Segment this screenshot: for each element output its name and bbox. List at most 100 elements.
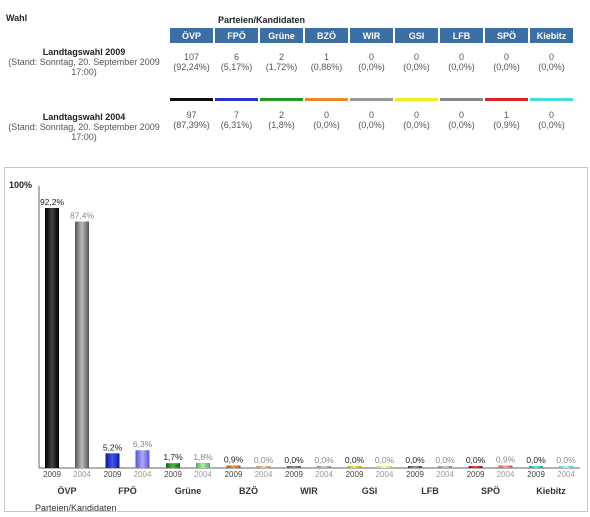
party-header-cell: BZÖ [305, 28, 348, 43]
election-label-2004: Landtagswahl 2004 (Stand: Sonntag, 20. S… [4, 112, 164, 142]
bar-year-label: 2009 [285, 470, 303, 479]
bar-2004 [135, 450, 150, 468]
vote-cell: 6 (5,17%) [215, 52, 258, 72]
vote-percent: (0,0%) [448, 120, 475, 130]
category-label: ÖVP [57, 486, 76, 496]
bar-2009 [166, 463, 180, 468]
category-label: BZÖ [239, 486, 258, 496]
bar-value-label: 6,3% [133, 439, 153, 449]
bar-2009 [347, 466, 362, 468]
bar-2004 [196, 462, 210, 468]
bar-2004 [75, 221, 89, 468]
vote-count: 0 [548, 52, 554, 62]
party-header-row: ÖVP FPÖ Grüne BZÖ WIR GSI LFB SPÖ Kiebitz [170, 28, 573, 43]
bar-year-label: 2004 [255, 470, 273, 479]
vote-count: 1 [503, 110, 509, 120]
y-top-label: 100% [9, 180, 32, 190]
vote-cell: 1 (0,9%) [485, 110, 528, 130]
party-header-cell: Grüne [260, 28, 303, 43]
bar-value-label: 0,9% [496, 454, 516, 464]
vote-count: 0 [413, 52, 419, 62]
vote-cell: 0 (0,0%) [305, 110, 348, 130]
bar-2004 [559, 466, 573, 468]
vote-count: 97 [186, 110, 197, 120]
bar-year-label: 2009 [346, 470, 364, 479]
party-color-swatch [170, 98, 213, 101]
party-color-swatch [440, 98, 483, 101]
vote-percent: (92,24%) [173, 62, 210, 72]
bar-year-label: 2004 [436, 470, 454, 479]
election-name: Landtagswahl 2009 [42, 47, 126, 57]
party-color-swatch [305, 98, 348, 101]
vote-percent: (0,0%) [313, 120, 340, 130]
vote-count: 1 [323, 52, 329, 62]
category-label: SPÖ [481, 486, 500, 496]
vote-count: 0 [548, 110, 554, 120]
parteien-header: Parteien/Kandidaten [218, 15, 306, 25]
party-header-cell: WIR [350, 28, 393, 43]
bar-year-label: 2009 [467, 470, 485, 479]
bar-value-label: 1,7% [163, 452, 183, 462]
bar-2004 [377, 466, 392, 468]
party-color-swatch [350, 98, 393, 101]
party-color-swatch [485, 98, 528, 101]
bar-2009 [287, 466, 301, 468]
category-label: Grüne [175, 486, 202, 496]
bar-value-label: 87,4% [70, 211, 95, 221]
vote-cell: 0 (0,0%) [350, 110, 393, 130]
bar-value-label: 0,0% [345, 455, 365, 465]
category-label: WIR [300, 486, 318, 496]
bar-chart: 100% 92,2% 2009 87,4% 2004 ÖVP 5,2% 2009 6,3% 200… [4, 167, 588, 513]
vote-count: 107 [183, 52, 200, 62]
vote-count: 6 [233, 52, 239, 62]
party-color-swatch [260, 98, 303, 101]
bar-value-label: 1,8% [193, 452, 213, 462]
vote-percent: (0,0%) [448, 62, 475, 72]
vote-count: 0 [368, 110, 374, 120]
bar-2009 [408, 466, 422, 468]
bar-value-label: 0,0% [435, 455, 455, 465]
bar-value-label: 0,0% [284, 455, 304, 465]
bar-year-label: 2009 [527, 470, 545, 479]
bar-value-label: 0,9% [224, 454, 244, 464]
party-header-cell: GSI [395, 28, 438, 43]
election-name: Landtagswahl 2004 [42, 112, 126, 122]
vote-count: 0 [413, 110, 419, 120]
bar-value-label: 0,0% [526, 455, 546, 465]
party-header-cell: FPÖ [215, 28, 258, 43]
bar-value-label: 5,2% [103, 442, 123, 452]
vote-percent: (0,0%) [538, 120, 565, 130]
bar-year-label: 2004 [194, 470, 212, 479]
bar-year-label: 2004 [497, 470, 515, 479]
bar-year-label: 2009 [104, 470, 122, 479]
vote-count: 0 [503, 52, 509, 62]
bar-2009 [226, 465, 241, 468]
party-header-cell: SPÖ [485, 28, 528, 43]
vote-cell: 0 (0,0%) [395, 52, 438, 72]
vote-percent: (0,0%) [358, 120, 385, 130]
vote-count: 7 [233, 110, 239, 120]
bar-2004 [438, 466, 452, 468]
vote-count: 0 [458, 52, 464, 62]
vote-percent: (1,8%) [268, 120, 295, 130]
bar-value-label: 0,0% [466, 455, 486, 465]
bar-year-label: 2004 [557, 470, 575, 479]
bar-2009 [105, 453, 120, 468]
vote-cell: 1 (0,86%) [305, 52, 348, 72]
party-header-cell: ÖVP [170, 28, 213, 43]
bar-year-label: 2004 [73, 470, 91, 479]
vote-percent: (1,72%) [265, 62, 298, 72]
category-label: Kiebitz [536, 486, 566, 496]
election-stand: (Stand: Sonntag, 20. September 2009 17:0… [8, 122, 160, 142]
bar-value-label: 0,0% [556, 455, 576, 465]
vote-percent: (0,0%) [403, 62, 430, 72]
vote-cell: 0 (0,0%) [395, 110, 438, 130]
vote-percent: (0,0%) [403, 120, 430, 130]
bar-2009 [468, 466, 483, 468]
party-color-swatch [215, 98, 258, 101]
vote-percent: (0,0%) [493, 62, 520, 72]
vote-count: 2 [278, 52, 284, 62]
vote-count: 0 [323, 110, 329, 120]
vote-cell: 2 (1,8%) [260, 110, 303, 130]
wahl-header: Wahl [6, 13, 28, 23]
